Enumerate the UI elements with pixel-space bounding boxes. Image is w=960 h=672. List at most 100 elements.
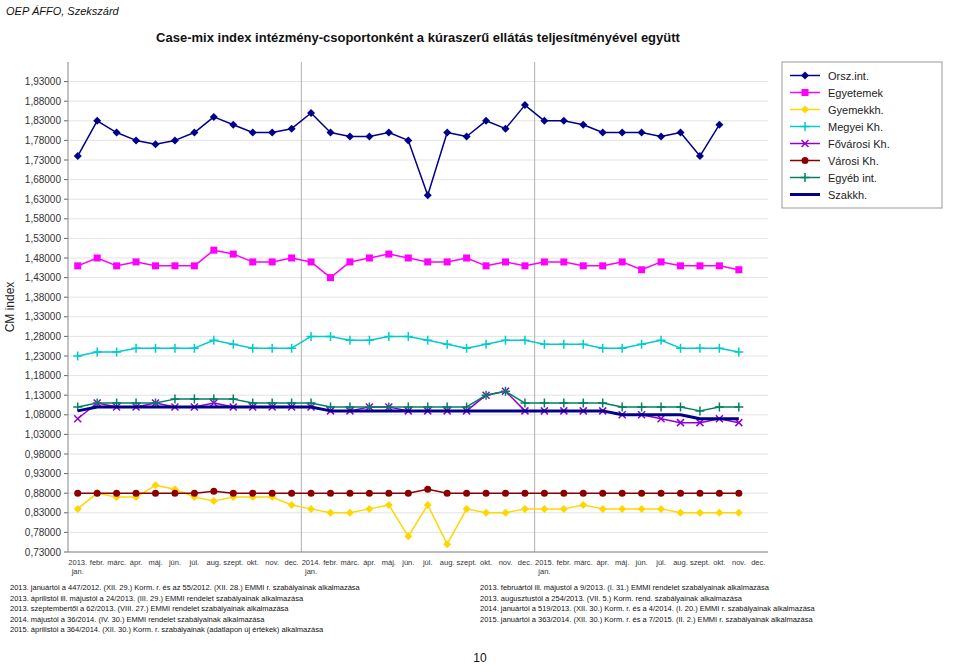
year-dividers — [301, 62, 534, 552]
point-marker — [599, 262, 606, 269]
year-divider — [301, 62, 302, 552]
point-marker — [657, 402, 666, 411]
x-axis-line — [68, 552, 768, 553]
series — [74, 486, 742, 497]
legend-label: Egyetemek — [828, 87, 884, 99]
footnote-line: 2014. januártól a 519/2013. (XII. 30.) K… — [480, 604, 816, 613]
point-marker — [677, 129, 685, 137]
point-marker — [443, 540, 451, 548]
point-marker — [482, 340, 491, 349]
point-marker — [327, 274, 334, 281]
y-tick-label: 0,78000 — [25, 527, 62, 538]
legend-marker — [801, 106, 809, 114]
y-tick — [64, 434, 68, 435]
point-marker — [638, 505, 646, 513]
point-marker — [424, 191, 432, 199]
point-marker — [112, 348, 121, 357]
point-marker — [404, 332, 413, 341]
point-marker — [540, 399, 549, 408]
y-tick-label: 1,53000 — [25, 233, 62, 244]
y-tick-label: 1,13000 — [25, 390, 62, 401]
header: OEP ÁFFO, Szekszárd — [6, 5, 120, 17]
x-tick-label: 2013.jan. — [68, 558, 87, 576]
x-tick-label: okt. — [480, 558, 492, 567]
point-marker — [404, 136, 412, 144]
y-tick-label: 1,03000 — [25, 429, 62, 440]
point-marker — [152, 490, 159, 497]
y-axis-line — [68, 62, 69, 552]
plot-area — [73, 101, 743, 548]
x-tick-label: aug. — [440, 558, 455, 567]
series — [73, 332, 743, 361]
footnote-line: 2015. áprilistól a 364/2014. (XII. 30.) … — [10, 625, 324, 634]
point-marker — [132, 136, 140, 144]
legend-swatch — [790, 193, 820, 196]
y-tick-label: 0,88000 — [25, 488, 62, 499]
x-tick-label: júl. — [189, 558, 200, 567]
point-marker — [249, 129, 257, 137]
grid-line — [68, 552, 768, 553]
point-marker — [638, 129, 646, 137]
point-marker — [288, 255, 295, 262]
legend-marker — [802, 157, 809, 164]
point-marker — [677, 419, 684, 426]
point-marker — [619, 258, 626, 265]
point-marker — [483, 262, 490, 269]
x-tick-label: máj. — [148, 558, 162, 567]
point-marker — [74, 490, 81, 497]
footnote-line: 2013. augusztustól a 254/2013. (VII. 5.)… — [480, 594, 743, 603]
point-marker — [365, 505, 373, 513]
point-marker — [520, 336, 529, 345]
point-marker — [345, 336, 354, 345]
point-marker — [327, 509, 335, 517]
x-tick-label-line: máj. — [382, 558, 396, 567]
x-tick-label-line: okt. — [713, 558, 725, 567]
point-marker — [287, 344, 296, 353]
point-marker — [113, 129, 121, 137]
x-tick-label: szept. — [223, 558, 243, 567]
point-marker — [366, 490, 373, 497]
series — [78, 407, 739, 419]
y-tick-label: 1,18000 — [25, 370, 62, 381]
footnote-line: 2013. februártól ill. májustól a 9/2013.… — [480, 583, 770, 592]
legend-marker — [801, 122, 810, 131]
y-tick-label: 1,23000 — [25, 351, 62, 362]
grid-line — [68, 473, 768, 474]
grid-line — [68, 336, 768, 337]
x-tick-label: ápr. — [130, 558, 143, 567]
footnote-line: 2013. januártól a 447/2012. (XII. 29.) K… — [10, 583, 361, 592]
legend-label: Megyei Kh. — [828, 121, 883, 133]
point-marker — [269, 258, 276, 265]
point-marker — [715, 509, 723, 517]
footnote-line: 2013. áprilistól ill. májustól a 24/2013… — [10, 594, 304, 603]
point-marker — [501, 387, 510, 396]
point-marker — [462, 344, 471, 353]
y-tick-label: 0,73000 — [25, 547, 62, 558]
point-marker — [560, 490, 567, 497]
point-marker — [521, 262, 528, 269]
series-line — [78, 391, 739, 422]
legend-box — [782, 62, 942, 208]
point-marker — [74, 505, 82, 513]
y-tick — [64, 493, 68, 494]
grid-line — [68, 218, 768, 219]
point-marker — [502, 490, 509, 497]
y-tick-label: 0,98000 — [25, 449, 62, 460]
point-marker — [599, 129, 607, 137]
point-marker — [677, 262, 684, 269]
x-tick-label: márc. — [574, 558, 593, 567]
y-tick — [64, 199, 68, 200]
x-tick-label-line: okt. — [480, 558, 492, 567]
point-marker — [734, 348, 743, 357]
y-tick-label: 1,08000 — [25, 409, 62, 420]
x-tick-label-line: dec. — [518, 558, 532, 567]
point-marker — [521, 505, 529, 513]
point-marker — [93, 489, 101, 497]
footnote-line: 2015. januártól a 363/2014. (XII. 30.) K… — [480, 615, 813, 624]
x-tick-label-line: 2014. — [302, 558, 321, 567]
point-marker — [502, 125, 510, 133]
x-tick-label: szept. — [690, 558, 710, 567]
point-marker — [483, 392, 490, 399]
point-marker — [657, 505, 665, 513]
legend-marker — [802, 140, 809, 147]
